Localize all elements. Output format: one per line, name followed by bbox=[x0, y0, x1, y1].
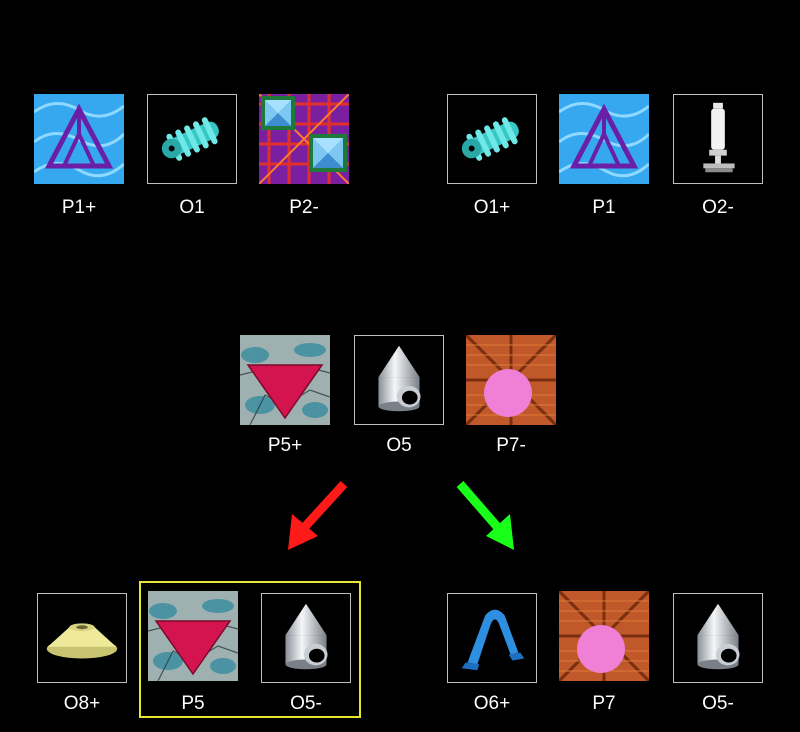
p1-pattern-tile bbox=[34, 94, 124, 184]
wood-crate-pink-circle-pattern-icon bbox=[559, 591, 649, 681]
o8-object-tile bbox=[37, 593, 127, 683]
blue-folded-clip-object-icon bbox=[448, 594, 536, 682]
o1-object-tile bbox=[447, 94, 537, 184]
p5-pattern-tile bbox=[148, 591, 238, 681]
p7-pattern-tile bbox=[466, 335, 556, 425]
tile-label: O5- bbox=[702, 693, 734, 714]
silver-cone-pipe-object-icon bbox=[262, 594, 350, 682]
purple-red-lattice-pyramid-pattern-icon bbox=[259, 94, 349, 184]
tile-label: P7 bbox=[592, 693, 616, 714]
p5-pattern-tile bbox=[240, 335, 330, 425]
tile-label: O5- bbox=[290, 693, 322, 714]
tile-label: O1 bbox=[179, 197, 205, 218]
yellow-cone-disc-object-icon bbox=[38, 594, 126, 682]
tile-label: P1 bbox=[592, 197, 616, 218]
blue-wave-purple-triangle-pattern-icon bbox=[34, 94, 124, 184]
cyan-twisted-screw-object-icon bbox=[148, 95, 236, 183]
p1-pattern-tile bbox=[559, 94, 649, 184]
p7-pattern-tile bbox=[559, 591, 649, 681]
tile-label: O8+ bbox=[63, 693, 101, 714]
o2-object-tile bbox=[673, 94, 763, 184]
tile-label: P5 bbox=[181, 693, 205, 714]
tile-label: O6+ bbox=[473, 693, 511, 714]
silver-cone-pipe-object-icon bbox=[674, 594, 762, 682]
tile-label: O2- bbox=[702, 197, 734, 218]
marble-red-down-triangle-pattern-icon bbox=[240, 335, 330, 425]
cyan-twisted-screw-object-icon bbox=[448, 95, 536, 183]
highlight-frame bbox=[139, 581, 361, 718]
tile-label: O1+ bbox=[473, 197, 511, 218]
tile-label: P2- bbox=[289, 197, 319, 218]
white-post-stand-object-icon bbox=[674, 95, 762, 183]
red-arrow-down-left-icon bbox=[288, 480, 348, 550]
o6-object-tile bbox=[447, 593, 537, 683]
o5-object-tile bbox=[261, 593, 351, 683]
silver-cone-pipe-object-icon bbox=[355, 336, 443, 424]
green-arrow-down-right-icon bbox=[456, 481, 514, 550]
wood-crate-pink-circle-pattern-icon bbox=[466, 335, 556, 425]
blue-wave-purple-triangle-pattern-icon bbox=[559, 94, 649, 184]
o1-object-tile bbox=[147, 94, 237, 184]
o5-object-tile bbox=[354, 335, 444, 425]
p2-pattern-tile bbox=[259, 94, 349, 184]
tile-label: O5 bbox=[386, 435, 412, 456]
tile-label: P7- bbox=[496, 435, 526, 456]
tile-label: P1+ bbox=[61, 197, 97, 218]
marble-red-down-triangle-pattern-icon bbox=[148, 591, 238, 681]
tile-label: P5+ bbox=[267, 435, 303, 456]
o5-object-tile bbox=[673, 593, 763, 683]
